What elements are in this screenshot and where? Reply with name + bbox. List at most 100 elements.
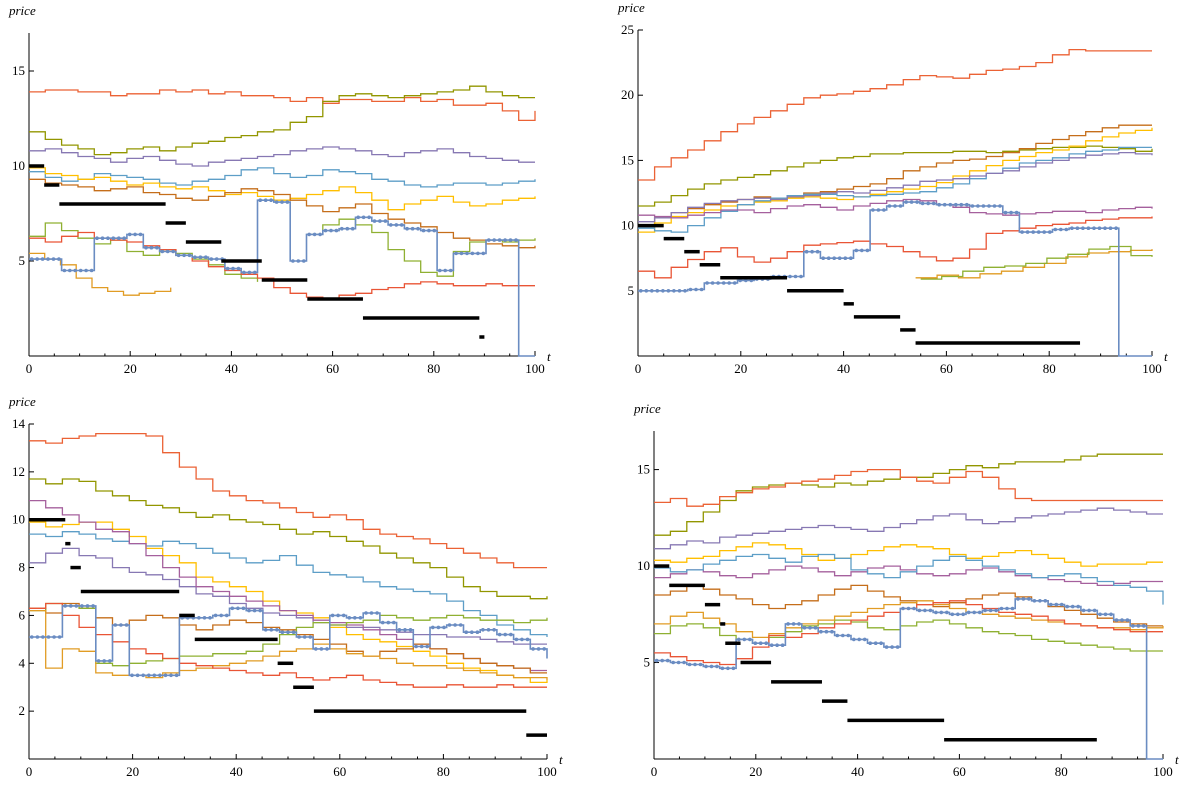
owner-marker	[318, 232, 322, 237]
owner-marker	[810, 249, 814, 254]
owner-marker	[514, 238, 518, 242]
y-axis-label: price	[8, 3, 36, 18]
owner-marker	[1032, 599, 1037, 603]
owner-marker	[731, 666, 736, 671]
owner-marker	[252, 608, 257, 613]
y-axis-label: price	[633, 401, 661, 416]
y-tick-label: 15	[12, 63, 25, 78]
owner-marker	[224, 613, 229, 618]
owner-marker	[375, 611, 379, 615]
owner-marker	[497, 238, 502, 242]
owner-marker	[425, 644, 430, 649]
owner-marker	[312, 232, 317, 237]
owner-marker	[442, 625, 446, 630]
owner-marker	[791, 622, 796, 626]
owner-marker	[208, 616, 212, 620]
owner-marker	[961, 612, 965, 617]
competitor-price-line	[638, 48, 1152, 181]
owner-marker	[509, 632, 513, 637]
owner-marker	[650, 289, 654, 293]
owner-marker	[106, 236, 110, 240]
owner-marker	[230, 606, 235, 611]
owner-marker	[1114, 226, 1118, 230]
owner-marker	[837, 256, 842, 261]
competitor-price-line	[654, 542, 1163, 567]
owner-marker	[108, 659, 112, 663]
x-tick-label: 80	[427, 361, 440, 376]
owner-marker	[1065, 604, 1069, 609]
owner-marker	[113, 623, 118, 627]
owner-marker	[247, 608, 251, 613]
owner-marker	[176, 253, 181, 258]
owner-marker	[263, 198, 268, 202]
owner-marker	[378, 219, 382, 223]
owner-marker	[280, 200, 284, 204]
owner-marker	[1020, 230, 1024, 234]
owner-marker	[350, 226, 355, 231]
x-tick-label: 20	[734, 361, 747, 376]
owner-marker	[514, 637, 519, 642]
x-axis-label: t	[1175, 752, 1179, 767]
owner-marker	[372, 219, 377, 223]
owner-marker	[155, 245, 159, 250]
owner-marker	[30, 635, 34, 639]
owner-marker	[269, 198, 273, 202]
owner-marker	[1014, 210, 1019, 215]
y-tick-label: 14	[12, 416, 26, 431]
owner-marker	[202, 616, 207, 620]
owner-marker	[1075, 226, 1080, 230]
owner-marker	[141, 673, 145, 678]
owner-marker	[397, 628, 402, 632]
owner-marker	[193, 255, 197, 259]
competitor-price-line	[29, 89, 536, 122]
owner-marker	[319, 647, 324, 651]
owner-marker	[819, 629, 823, 634]
x-tick-label: 80	[437, 764, 450, 779]
owner-marker	[149, 245, 154, 250]
owner-marker	[95, 236, 99, 240]
owner-marker	[102, 659, 106, 663]
owner-marker	[1070, 226, 1074, 230]
owner-marker	[1031, 230, 1035, 234]
competitor-price-line	[654, 507, 1163, 550]
competitor-price-line	[29, 146, 535, 167]
owner-marker	[660, 658, 664, 663]
owner-marker	[1086, 226, 1091, 230]
owner-marker	[41, 635, 45, 639]
chart-panel-top-left: 0 20 40 60 80 100 5 10 15 price t	[8, 3, 551, 376]
owner-marker	[542, 647, 546, 651]
owner-marker	[852, 637, 856, 642]
owner-marker	[956, 612, 960, 617]
owner-marker	[367, 215, 371, 220]
owner-marker	[786, 622, 790, 626]
x-tick-label: 40	[851, 764, 864, 779]
owner-marker	[443, 268, 448, 273]
owner-marker	[160, 249, 165, 254]
owner-marker	[314, 647, 318, 651]
x-tick-label: 20	[749, 764, 762, 779]
competitor-price-line	[29, 167, 536, 188]
owner-marker	[893, 204, 897, 208]
owner-marker	[340, 226, 344, 231]
owner-marker	[152, 673, 157, 678]
owner-marker	[965, 202, 969, 207]
owner-marker	[682, 660, 686, 665]
owner-marker	[389, 223, 393, 227]
owner-marker	[1098, 612, 1102, 617]
owner-marker	[73, 268, 77, 273]
owner-marker	[124, 623, 129, 627]
owner-marker	[403, 628, 407, 632]
x-tick-label: 60	[953, 764, 966, 779]
y-tick-label: 5	[19, 253, 26, 268]
owner-marker	[158, 673, 162, 678]
owner-marker	[52, 635, 56, 639]
owner-marker	[966, 610, 971, 615]
owner-marker	[813, 626, 818, 630]
owner-marker	[242, 270, 246, 275]
owner-marker	[639, 289, 643, 293]
competitor-price-line	[29, 499, 547, 672]
owner-marker	[976, 204, 980, 208]
owner-marker	[931, 201, 936, 206]
competitor-price-line	[920, 245, 1153, 280]
owner-marker	[666, 289, 671, 293]
